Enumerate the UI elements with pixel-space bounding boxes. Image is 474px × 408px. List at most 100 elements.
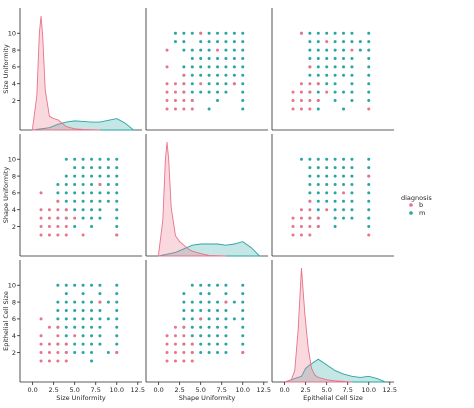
point-m [216, 325, 220, 329]
point-m [350, 216, 354, 220]
point-m [90, 157, 94, 161]
point-m [190, 334, 194, 338]
point-b [165, 359, 169, 363]
point-b [182, 99, 186, 103]
x-tick-label: 5.0 [322, 386, 332, 394]
point-b [39, 351, 43, 355]
point-m [241, 300, 245, 304]
point-m [350, 40, 354, 44]
point-m [98, 308, 102, 312]
point-m [224, 308, 228, 312]
point-m [56, 283, 60, 287]
point-m [106, 351, 110, 355]
point-m [350, 65, 354, 69]
point-b [173, 359, 177, 363]
point-b [308, 216, 312, 220]
point-m [216, 99, 220, 103]
point-m [224, 90, 228, 94]
point-m [73, 174, 77, 178]
legend-marker-b [409, 203, 413, 207]
point-b [182, 334, 186, 338]
point-m [333, 73, 337, 77]
point-m [216, 73, 220, 77]
point-m [367, 99, 371, 103]
point-m [106, 191, 110, 195]
point-m [367, 82, 371, 86]
point-m [241, 40, 245, 44]
point-m [342, 182, 346, 186]
point-m [342, 107, 346, 111]
point-m [333, 56, 337, 60]
point-m [333, 157, 337, 161]
point-m [350, 166, 354, 170]
point-m [216, 334, 220, 338]
point-b [165, 107, 169, 111]
point-m [56, 300, 60, 304]
point-m [241, 317, 245, 321]
point-m [90, 300, 94, 304]
x-tick-label: 12.5 [257, 386, 271, 394]
subplot-r1-c2 [271, 134, 394, 257]
point-m [232, 31, 236, 35]
point-m [73, 342, 77, 346]
kde-m-size-uniformity [32, 118, 135, 131]
point-m [342, 166, 346, 170]
point-m [81, 199, 85, 203]
point-m [241, 334, 245, 338]
x-tick-label: 10.0 [110, 386, 124, 394]
point-m [81, 317, 85, 321]
point-m [224, 48, 228, 52]
point-m [342, 174, 346, 178]
point-m [199, 334, 203, 338]
point-m [224, 325, 228, 329]
point-m [81, 342, 85, 346]
point-m [333, 166, 337, 170]
point-m [342, 48, 346, 52]
point-m [64, 283, 68, 287]
point-m [207, 90, 211, 94]
point-b [299, 82, 303, 86]
point-m [182, 40, 186, 44]
point-m [115, 174, 119, 178]
point-m [56, 317, 60, 321]
subplot-r1-c0: 2 4 6 8 10 Shape Uniformity [2, 134, 142, 257]
point-b [190, 99, 194, 103]
point-m [207, 300, 211, 304]
point-b [115, 233, 119, 237]
point-b [56, 233, 60, 237]
point-b [56, 342, 60, 346]
point-m [190, 48, 194, 52]
point-b [39, 334, 43, 338]
point-m [199, 283, 203, 287]
point-m [241, 107, 245, 111]
point-m [199, 40, 203, 44]
point-m [64, 174, 68, 178]
x-tick-label: 12.5 [131, 386, 145, 394]
point-m [241, 325, 245, 329]
point-m [90, 174, 94, 178]
point-m [342, 73, 346, 77]
x-tick-label: 0.0 [153, 386, 163, 394]
point-b [190, 359, 194, 363]
point-m [207, 342, 211, 346]
point-m [308, 48, 312, 52]
point-m [90, 308, 94, 312]
point-m [367, 216, 371, 220]
point-b [291, 107, 295, 111]
kde-b-size-uniformity [32, 15, 100, 131]
point-m [115, 317, 119, 321]
point-m [90, 325, 94, 329]
point-m [207, 334, 211, 338]
point-m [73, 283, 77, 287]
point-m [316, 65, 320, 69]
point-b [56, 216, 60, 220]
point-m [316, 166, 320, 170]
point-m [81, 174, 85, 178]
y-tick-label: 2 [12, 223, 16, 231]
point-b [165, 82, 169, 86]
point-m [216, 56, 220, 60]
point-b [56, 334, 60, 338]
point-m [325, 174, 329, 178]
point-m [90, 208, 94, 212]
